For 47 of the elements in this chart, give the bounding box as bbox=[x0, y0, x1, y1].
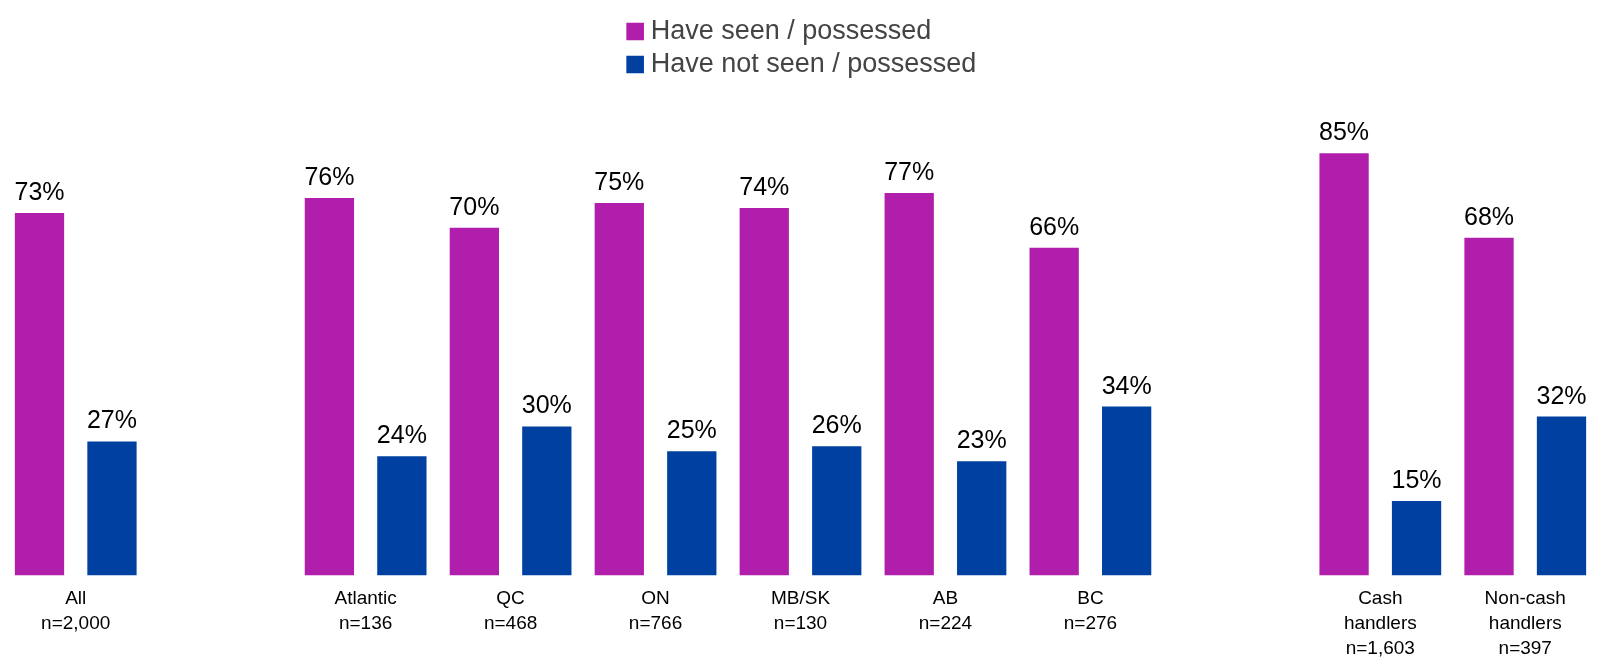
x-tick-label: Atlantic n=136 bbox=[334, 586, 397, 633]
data-label: 85% bbox=[1319, 117, 1370, 146]
data-label: 75% bbox=[594, 166, 645, 195]
bar bbox=[304, 197, 355, 576]
x-tick-label: Non-cash handlers n=397 bbox=[1484, 586, 1566, 658]
bar bbox=[884, 193, 934, 576]
data-label: 27% bbox=[86, 405, 137, 434]
x-tick-label: AB n=224 bbox=[918, 586, 973, 633]
bar bbox=[1391, 500, 1442, 576]
bar bbox=[1102, 406, 1152, 576]
data-label: 66% bbox=[1029, 211, 1080, 240]
bar bbox=[87, 441, 137, 576]
data-label: 26% bbox=[811, 410, 862, 439]
bar bbox=[1319, 153, 1369, 576]
data-label: 68% bbox=[1464, 201, 1515, 230]
bar bbox=[667, 451, 717, 576]
bar bbox=[377, 456, 427, 576]
bar bbox=[812, 446, 862, 576]
data-label: 77% bbox=[884, 157, 935, 186]
x-tick-label: BC n=276 bbox=[1063, 586, 1118, 633]
x-tick-label: All n=2,000 bbox=[41, 586, 111, 633]
data-label: 76% bbox=[304, 161, 355, 190]
data-label: 32% bbox=[1536, 380, 1587, 409]
data-label: 73% bbox=[14, 176, 65, 205]
data-label: 74% bbox=[739, 171, 790, 200]
x-tick-label: QC n=468 bbox=[483, 586, 538, 633]
bar bbox=[14, 212, 65, 576]
data-label: 23% bbox=[956, 425, 1007, 454]
data-label: 15% bbox=[1391, 464, 1442, 493]
bar bbox=[957, 461, 1007, 576]
bar bbox=[1464, 237, 1514, 576]
data-label: 24% bbox=[376, 420, 427, 449]
data-label: 70% bbox=[449, 191, 500, 220]
bar bbox=[1029, 247, 1079, 576]
x-tick-label: ON n=766 bbox=[628, 586, 683, 633]
legend-label: Have seen / possessed bbox=[650, 15, 932, 46]
x-tick-label: Cash handlers n=1,603 bbox=[1343, 586, 1417, 658]
data-label: 34% bbox=[1101, 370, 1152, 399]
bar bbox=[594, 202, 644, 576]
x-tick-label: MB/SK n=130 bbox=[770, 586, 831, 633]
bar bbox=[739, 207, 789, 576]
data-label: 25% bbox=[666, 415, 717, 444]
legend-label: Have not seen / possessed bbox=[650, 48, 977, 79]
bar bbox=[449, 227, 499, 576]
bar bbox=[522, 426, 572, 576]
bar bbox=[1536, 416, 1587, 576]
data-label: 30% bbox=[521, 390, 572, 419]
